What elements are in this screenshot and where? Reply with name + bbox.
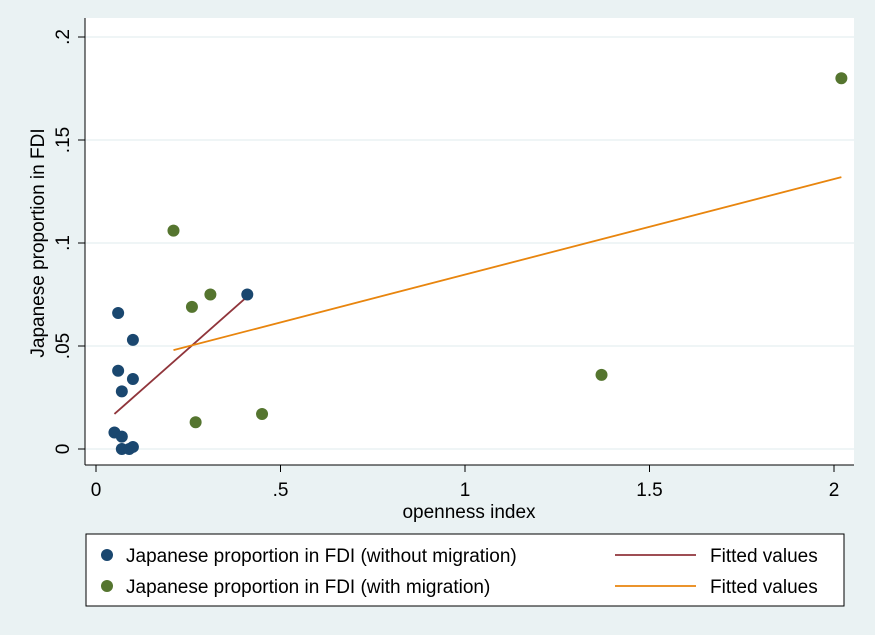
fitted-line-3	[173, 176, 842, 351]
y-axis-title: Japanese proportion in FDI	[28, 128, 49, 357]
data-point-series-1	[189, 416, 202, 429]
scatter-points	[108, 72, 848, 455]
x-tick-label: .5	[273, 480, 289, 501]
plot-area	[85, 18, 854, 465]
legend-label: Fitted values	[710, 577, 818, 598]
x-tick-label: 1	[460, 480, 471, 501]
data-point-series-1	[835, 72, 848, 85]
x-axis-ticks: 0 .5 1 1.5 2	[91, 465, 840, 501]
x-tick-label: 0	[91, 480, 102, 501]
data-point-series-0	[115, 430, 128, 443]
data-point-series-1	[204, 288, 217, 301]
data-point-series-0	[126, 440, 139, 453]
data-point-series-0	[112, 364, 125, 377]
y-axis-ticks: 0 .05 .1 .15 .2	[53, 29, 85, 454]
legend-label: Japanese proportion in FDI (without migr…	[126, 546, 517, 567]
data-point-series-0	[241, 288, 254, 301]
data-point-series-1	[185, 300, 198, 313]
data-point-series-0	[115, 385, 128, 398]
fitted-lines	[113, 176, 842, 415]
y-tick-label: .1	[53, 235, 74, 251]
y-tick-label: 0	[53, 444, 74, 455]
grid-lines	[85, 36, 854, 450]
data-point-series-1	[256, 407, 269, 420]
data-point-series-0	[112, 307, 125, 320]
legend-label: Fitted values	[710, 546, 818, 567]
y-tick-label: .05	[53, 333, 74, 359]
legend-marker	[101, 580, 113, 592]
legend-marker	[101, 549, 113, 561]
data-point-series-0	[126, 372, 139, 385]
legend-box	[85, 533, 845, 607]
data-point-series-1	[595, 368, 608, 381]
legend: Japanese proportion in FDI (without migr…	[101, 546, 818, 598]
x-tick-label: 2	[829, 480, 840, 501]
y-tick-label: .2	[53, 29, 74, 45]
x-tick-label: 1.5	[636, 480, 662, 501]
x-axis-title: openness index	[402, 502, 536, 523]
data-point-series-0	[126, 333, 139, 346]
fitted-line-2	[113, 295, 248, 415]
data-point-series-1	[167, 224, 180, 237]
y-tick-label: .15	[53, 127, 74, 153]
legend-label: Japanese proportion in FDI (with migrati…	[126, 577, 490, 598]
